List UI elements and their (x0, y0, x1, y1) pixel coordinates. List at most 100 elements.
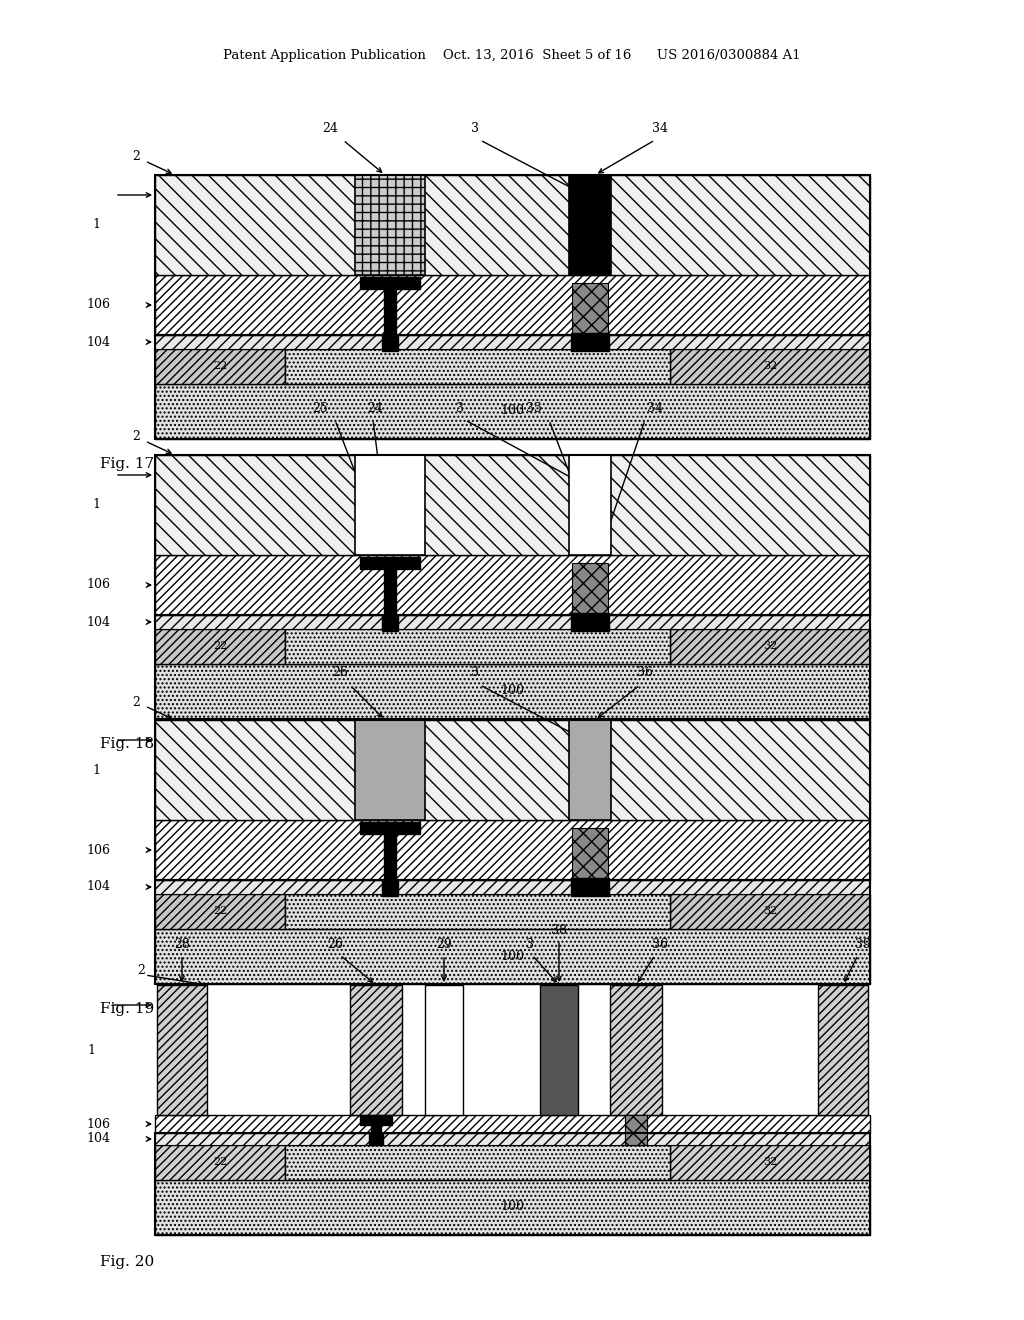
Bar (155, 1180, 870, 1236)
Bar (155, 719, 870, 880)
Bar (155, 664, 870, 719)
Bar (155, 820, 870, 880)
Bar (610, 985, 662, 1115)
Bar (569, 176, 611, 275)
Text: 1: 1 (92, 499, 100, 511)
Text: 104: 104 (86, 1133, 110, 1146)
Bar (155, 1115, 870, 1133)
Bar (155, 384, 870, 440)
Text: Fig. 20: Fig. 20 (100, 1255, 155, 1269)
Bar (155, 455, 870, 554)
Bar (360, 1115, 392, 1125)
Text: 104: 104 (86, 615, 110, 628)
Bar (285, 348, 670, 384)
Bar (155, 894, 285, 929)
Bar (572, 282, 608, 335)
Bar (155, 615, 870, 630)
Text: 32: 32 (763, 906, 777, 916)
Text: Fig. 17: Fig. 17 (100, 457, 155, 471)
Bar (360, 557, 420, 569)
Bar (670, 630, 870, 664)
Text: 106: 106 (86, 578, 110, 591)
Text: 3: 3 (456, 401, 464, 414)
Bar (155, 176, 870, 335)
Bar (360, 277, 420, 289)
Text: 22: 22 (213, 1158, 227, 1167)
Bar (285, 630, 670, 664)
Bar (155, 348, 285, 384)
Text: 35: 35 (526, 401, 542, 414)
Bar (382, 880, 398, 896)
Text: 22: 22 (213, 642, 227, 651)
Text: 22: 22 (213, 906, 227, 916)
Bar (355, 719, 425, 820)
Bar (155, 554, 870, 615)
Text: 39: 39 (855, 939, 871, 952)
Text: 32: 32 (763, 360, 777, 371)
Bar (670, 348, 870, 384)
Text: 24: 24 (323, 121, 338, 135)
Text: 25: 25 (312, 401, 328, 414)
Bar (572, 564, 608, 615)
Text: 29: 29 (436, 939, 452, 952)
Text: 100: 100 (500, 1200, 524, 1213)
Text: 38: 38 (551, 924, 567, 936)
Bar (571, 333, 609, 351)
Bar (670, 1144, 870, 1180)
Bar (285, 1144, 670, 1180)
Bar (355, 455, 425, 554)
Bar (157, 985, 207, 1115)
Text: 106: 106 (86, 298, 110, 312)
Bar (155, 1133, 870, 1144)
Text: 1: 1 (92, 763, 100, 776)
Bar (569, 455, 611, 554)
Text: 2: 2 (132, 150, 140, 164)
Text: 104: 104 (86, 880, 110, 894)
Text: 2: 2 (137, 964, 145, 977)
Bar (540, 985, 578, 1115)
Bar (571, 878, 609, 896)
Bar (155, 630, 285, 664)
Text: Fig. 18: Fig. 18 (100, 737, 155, 751)
Bar (572, 828, 608, 880)
Text: 26: 26 (327, 939, 343, 952)
Bar (155, 880, 870, 983)
Bar (625, 1115, 647, 1144)
Bar (425, 985, 463, 1115)
Bar (155, 615, 870, 719)
Bar (384, 569, 396, 615)
Bar (360, 822, 420, 834)
Text: Patent Application Publication    Oct. 13, 2016  Sheet 5 of 16      US 2016/0300: Patent Application Publication Oct. 13, … (223, 49, 801, 62)
Bar (384, 289, 396, 335)
Bar (818, 985, 868, 1115)
Text: 34: 34 (647, 401, 663, 414)
Text: 106: 106 (86, 843, 110, 857)
Text: 22: 22 (213, 360, 227, 371)
Bar (155, 335, 870, 348)
Bar (571, 612, 609, 631)
Bar (285, 894, 670, 929)
Bar (155, 929, 870, 983)
Text: 1: 1 (92, 219, 100, 231)
Bar (155, 176, 870, 275)
Text: 26: 26 (332, 667, 348, 680)
Bar (382, 335, 398, 351)
Text: 36: 36 (652, 939, 668, 952)
Bar (155, 455, 870, 615)
Bar (155, 880, 870, 894)
Bar (155, 1133, 870, 1236)
Bar (155, 719, 870, 820)
Bar (350, 985, 402, 1115)
Text: 3: 3 (471, 121, 479, 135)
Text: 100: 100 (500, 404, 524, 417)
Text: 36: 36 (637, 667, 653, 680)
Text: 32: 32 (763, 1158, 777, 1167)
Bar (355, 176, 425, 275)
Bar (670, 894, 870, 929)
Bar (382, 615, 398, 631)
Bar (155, 335, 870, 440)
Text: 100: 100 (500, 949, 524, 962)
Text: 3: 3 (526, 939, 534, 952)
Text: 2: 2 (132, 696, 140, 709)
Text: 1: 1 (87, 1044, 95, 1056)
